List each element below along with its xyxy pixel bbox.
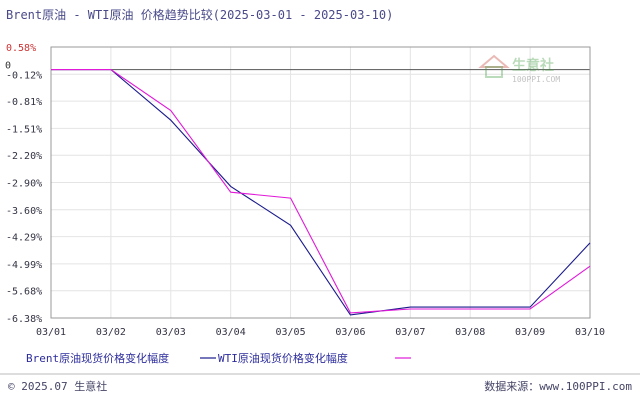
y-tick-label: 0.58% [6,43,36,54]
x-tick-label: 03/01 [36,327,66,338]
y-tick-label: -6.38% [6,314,42,325]
y-tick-label: -4.99% [6,260,42,271]
x-tick-label: 03/03 [156,327,186,338]
x-tick-label: 03/08 [455,327,485,338]
y-tick-label: -0.12% [6,70,42,81]
y-tick-label: -1.51% [6,124,42,135]
watermark-house [485,66,503,78]
series-line [51,69,591,316]
x-tick-label: 03/10 [575,327,605,338]
x-tick-label: 03/09 [515,327,545,338]
watermark-name: 生意社 [512,57,554,74]
y-tick-label: -2.20% [6,151,42,162]
series-layer [51,69,591,316]
y-tick-label: -4.29% [6,233,42,244]
x-tick-label: 03/07 [395,327,425,338]
y-tick-label: -0.81% [6,97,42,108]
plot-frame [50,46,591,319]
legend: Brent原油现货价格变化幅度 WTI原油现货价格变化幅度 [26,351,411,365]
zero-marker-label: 0 [5,61,11,72]
watermark-roof [478,54,510,68]
watermark-url: 100PPI.COM [512,75,560,84]
tick-labels: 0.58% -0.12% -0.81% -1.51% -2.20% -2.90% -3.60… [6,43,605,338]
series-line [51,69,591,314]
legend-label: WTI原油现货价格变化幅度 [218,351,348,365]
x-tick-label: 03/02 [96,327,126,338]
watermark-logo-icon [478,54,510,78]
footer-copyright: © 2025.07 生意社 [8,379,107,393]
chart-title: Brent原油 - WTI原油 价格趋势比较(2025-03-01 - 2025… [6,7,393,22]
x-tick-label: 03/06 [335,327,365,338]
x-tick-label: 03/04 [216,327,246,338]
y-tick-label: -3.60% [6,206,42,217]
x-tick-label: 03/05 [276,327,306,338]
footer-source: 数据来源：www.100PPI.com [484,379,632,393]
y-tick-label: -5.68% [6,287,42,298]
watermark: 生意社 100PPI.COM [478,54,560,84]
legend-label: Brent原油现货价格变化幅度 [26,351,169,365]
y-tick-label: -2.90% [6,179,42,190]
